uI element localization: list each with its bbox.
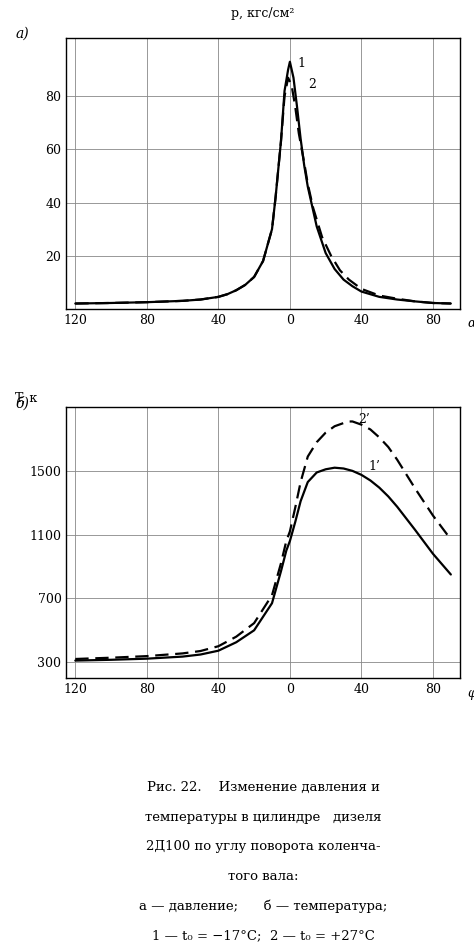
Text: температуры в цилиндре   дизеля: температуры в цилиндре дизеля — [145, 811, 381, 824]
Text: 2’: 2’ — [358, 413, 370, 427]
Text: того вала:: того вала: — [228, 870, 298, 883]
Text: р, кгс/см²: р, кгс/см² — [0, 945, 1, 946]
Text: α°: α° — [468, 317, 474, 330]
Text: а): а) — [15, 27, 29, 41]
Text: 2: 2 — [308, 78, 316, 91]
Text: 1 — t₀ = −17°C;  2 — t₀ = +27°C: 1 — t₀ = −17°C; 2 — t₀ = +27°C — [152, 929, 374, 942]
Text: 2Д100 по углу поворота коленча-: 2Д100 по углу поворота коленча- — [146, 840, 380, 853]
Text: р, кгс/см²: р, кгс/см² — [231, 8, 295, 20]
Text: φ°: φ° — [468, 687, 474, 699]
Text: Рис. 22.    Изменение давления и: Рис. 22. Изменение давления и — [146, 781, 380, 795]
Text: а — давление;      б — температура;: а — давление; б — температура; — [139, 900, 387, 913]
Text: T, к: T, к — [0, 945, 1, 946]
Text: T, к: T, к — [15, 393, 37, 405]
Text: 1’: 1’ — [369, 460, 381, 473]
Text: б): б) — [15, 396, 29, 411]
Text: 1: 1 — [297, 57, 305, 70]
